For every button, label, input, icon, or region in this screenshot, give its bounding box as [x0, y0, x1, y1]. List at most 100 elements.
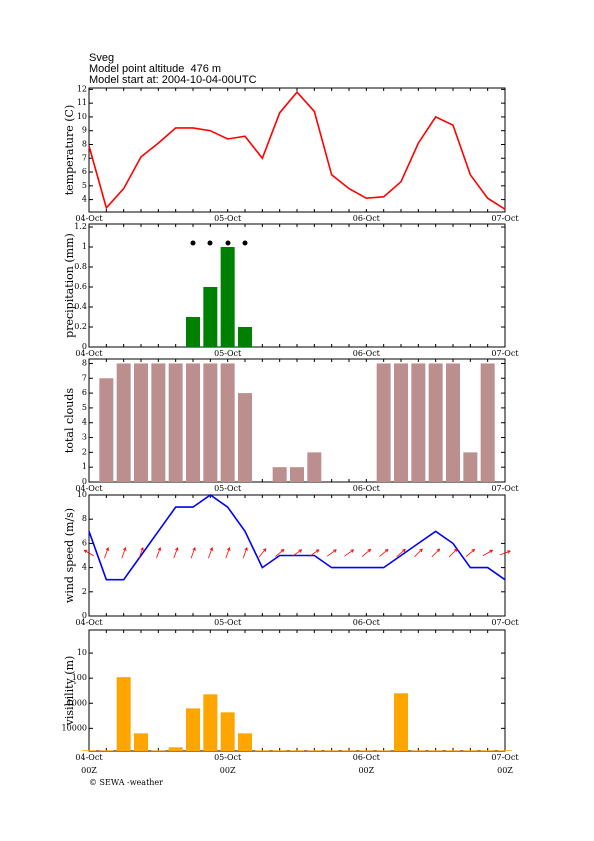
- x-tick-label: 07-Oct: [491, 214, 519, 223]
- panel-frame: [88, 223, 506, 348]
- bar: [411, 750, 426, 751]
- y-tick-label: 4: [82, 563, 87, 572]
- bar: [99, 378, 114, 482]
- wind-arrow: [309, 549, 320, 557]
- bar: [290, 750, 304, 751]
- bar: [463, 750, 478, 751]
- y-tick-label: 1: [82, 242, 87, 251]
- wind-arrow: [242, 547, 248, 559]
- y-tick-label: 2: [82, 447, 87, 456]
- panel-frame: [88, 629, 506, 752]
- bar: [238, 393, 252, 482]
- bar: [394, 363, 408, 482]
- y-tick-label: 1000: [67, 698, 87, 707]
- x-tick-label: 07-Oct: [491, 349, 519, 358]
- y-tick-label: 7: [82, 153, 87, 162]
- y-tick-label: 10: [77, 648, 87, 657]
- x-tick-label: 06-Oct: [353, 618, 381, 627]
- y-tick-label: 4: [82, 418, 87, 427]
- y-tick-label: 5: [82, 403, 87, 412]
- wind-arrow: [431, 548, 441, 558]
- bar: [203, 287, 218, 347]
- y-axis-label: temperature (C): [63, 105, 76, 196]
- x-tick-label: 07-Oct: [491, 618, 519, 627]
- wind-arrow: [225, 547, 231, 559]
- y-tick-label: 5: [82, 181, 87, 190]
- wind-arrow: [258, 548, 267, 558]
- y-tick-label: 0.6: [74, 282, 87, 291]
- y-tick-label: 10000: [62, 723, 87, 732]
- wind-arrow: [156, 547, 162, 559]
- x-tick-label: 06-Oct: [353, 753, 381, 762]
- marker: [225, 240, 231, 246]
- bar: [186, 363, 200, 482]
- bar: [186, 317, 200, 347]
- y-tick-label: 0.8: [74, 262, 87, 271]
- y-tick-label: 0.2: [74, 322, 87, 331]
- bar: [116, 677, 131, 751]
- bar: [151, 363, 166, 482]
- x-tick-label: 05-Oct: [214, 753, 242, 762]
- bar: [480, 750, 495, 751]
- bar: [359, 750, 374, 751]
- y-tick-label: 6: [82, 167, 87, 176]
- bar: [186, 708, 200, 751]
- x-tick-label: 05-Oct: [214, 618, 242, 627]
- bar: [99, 750, 114, 751]
- y-tick-label: 2: [82, 587, 87, 596]
- bar: [220, 247, 235, 347]
- bar: [203, 694, 218, 751]
- bar: [290, 467, 304, 482]
- y-tick-label: 3: [82, 433, 87, 442]
- x-tick-label: 04-Oct: [75, 349, 103, 358]
- bar: [307, 750, 322, 751]
- wind-arrow: [344, 549, 355, 557]
- wind-arrow: [292, 549, 303, 557]
- wind-arrow: [482, 549, 494, 557]
- wind-arrow: [361, 548, 372, 557]
- marker: [190, 240, 196, 246]
- y-tick-label: 10: [77, 490, 87, 499]
- y-tick-label: 8: [82, 514, 87, 523]
- bar: [82, 750, 96, 751]
- bar: [446, 750, 460, 751]
- bar: [463, 452, 478, 482]
- bar: [238, 733, 252, 751]
- wind-arrow: [83, 549, 94, 557]
- x-sublabel: 00Z: [497, 766, 513, 775]
- bar: [116, 363, 131, 482]
- bar: [480, 363, 495, 482]
- wind-arrow: [326, 549, 337, 557]
- altitude: Model point altitude 476 m: [89, 63, 221, 75]
- wind-arrow: [396, 548, 406, 557]
- y-axis-label: wind speed (m/s): [63, 508, 76, 603]
- bar: [151, 750, 166, 751]
- x-tick-label: 04-Oct: [75, 484, 103, 493]
- x-tick-label: 06-Oct: [353, 484, 381, 493]
- y-axis-label: visibility (m): [63, 656, 76, 727]
- precip-type-markers: [190, 240, 248, 246]
- y-tick-label: 100: [72, 673, 87, 682]
- wind-arrow: [173, 547, 179, 559]
- y-tick-label: 8: [82, 139, 87, 148]
- y-tick-label: 6: [82, 388, 87, 397]
- wind-arrow: [414, 548, 423, 558]
- x-tick-label: 07-Oct: [491, 484, 519, 493]
- bar: [272, 750, 287, 751]
- wind-arrow: [465, 548, 476, 557]
- x-tick-label: 07-Oct: [491, 753, 519, 762]
- x-tick-label: 04-Oct: [75, 753, 103, 762]
- bar: [376, 750, 391, 751]
- bar: [203, 363, 218, 482]
- wind-arrow: [104, 547, 110, 559]
- y-tick-label: 0: [82, 477, 87, 486]
- y-tick-label: 12: [77, 84, 87, 93]
- wind-arrow: [121, 547, 127, 559]
- footer: © SEWA -weather: [89, 778, 163, 787]
- bar: [238, 327, 252, 347]
- bar: [342, 750, 356, 751]
- station: Sveg: [89, 52, 114, 64]
- bar: [498, 750, 512, 751]
- x-tick-label: 06-Oct: [353, 214, 381, 223]
